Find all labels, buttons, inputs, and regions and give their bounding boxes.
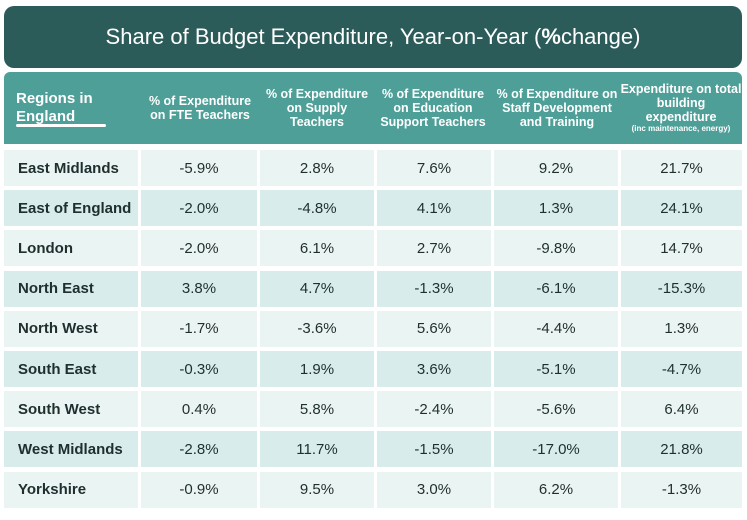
value-cell-c5: 21.7% bbox=[621, 150, 742, 186]
region-cell: North East bbox=[4, 270, 138, 307]
region-cell: Yorkshire bbox=[4, 471, 138, 508]
region-cell: South East bbox=[4, 351, 138, 387]
header-col5-label: Expenditure on total building expenditur… bbox=[620, 82, 742, 124]
table-row: West Midlands -2.8% 11.7% -1.5% -17.0% 21.8% bbox=[4, 431, 742, 468]
value-cell-c3: 3.6% bbox=[377, 351, 491, 387]
value-cell-c4: 1.3% bbox=[494, 190, 618, 227]
header-region: Regions in England bbox=[4, 72, 150, 144]
value-cell-c5: -15.3% bbox=[621, 270, 742, 307]
table-row: South East -0.3% 1.9% 3.6% -5.1% -4.7% bbox=[4, 351, 742, 387]
table-row: South West 0.4% 5.8% -2.4% -5.6% 6.4% bbox=[4, 391, 742, 428]
value-cell-c5: 6.4% bbox=[621, 391, 742, 428]
table-row: Yorkshire -0.9% 9.5% 3.0% 6.2% -1.3% bbox=[4, 471, 742, 508]
value-cell-c1: -0.9% bbox=[141, 471, 257, 508]
value-cell-c2: 6.1% bbox=[260, 230, 374, 267]
header-col1: % of Expenditure on FTE Teachers bbox=[148, 94, 252, 122]
region-cell: West Midlands bbox=[4, 431, 138, 468]
region-cell: London bbox=[4, 230, 138, 267]
header-col5-note: (inc maintenance, energy) bbox=[631, 124, 731, 133]
value-cell-c2: -4.8% bbox=[260, 190, 374, 227]
header-col4: % of Expenditure on Staff Development an… bbox=[496, 87, 618, 129]
value-cell-c5: 21.8% bbox=[621, 431, 742, 468]
value-cell-c1: -2.0% bbox=[141, 190, 257, 227]
value-cell-c1: -2.8% bbox=[141, 431, 257, 468]
header-col2: % of Expenditure on Supply Teachers bbox=[265, 87, 369, 129]
region-cell: North West bbox=[4, 310, 138, 347]
value-cell-c4: -6.1% bbox=[494, 270, 618, 307]
table-row: North East 3.8% 4.7% -1.3% -6.1% -15.3% bbox=[4, 270, 742, 307]
value-cell-c4: 6.2% bbox=[494, 471, 618, 508]
value-cell-c5: -4.7% bbox=[621, 351, 742, 387]
title-prefix: Share of Budget Expenditure, Year-on-Yea… bbox=[105, 24, 542, 49]
region-cell: East Midlands bbox=[4, 150, 138, 186]
value-cell-c3: 4.1% bbox=[377, 190, 491, 227]
value-cell-c2: 5.8% bbox=[260, 391, 374, 428]
value-cell-c2: 4.7% bbox=[260, 270, 374, 307]
value-cell-c2: 9.5% bbox=[260, 471, 374, 508]
value-cell-c4: -5.6% bbox=[494, 391, 618, 428]
value-cell-c5: 14.7% bbox=[621, 230, 742, 267]
value-cell-c1: 3.8% bbox=[141, 270, 257, 307]
value-cell-c4: 9.2% bbox=[494, 150, 618, 186]
value-cell-c3: -1.3% bbox=[377, 270, 491, 307]
value-cell-c3: 7.6% bbox=[377, 150, 491, 186]
value-cell-c1: -1.7% bbox=[141, 310, 257, 347]
value-cell-c3: 2.7% bbox=[377, 230, 491, 267]
value-cell-c2: 2.8% bbox=[260, 150, 374, 186]
value-cell-c4: -4.4% bbox=[494, 310, 618, 347]
value-cell-c1: 0.4% bbox=[141, 391, 257, 428]
value-cell-c3: -2.4% bbox=[377, 391, 491, 428]
region-cell: South West bbox=[4, 391, 138, 428]
value-cell-c3: 3.0% bbox=[377, 471, 491, 508]
value-cell-c3: 5.6% bbox=[377, 310, 491, 347]
table-row: London -2.0% 6.1% 2.7% -9.8% 14.7% bbox=[4, 230, 742, 267]
header-col5: Expenditure on total building expenditur… bbox=[620, 72, 742, 144]
value-cell-c1: -2.0% bbox=[141, 230, 257, 267]
header-region-label: Regions in England bbox=[16, 89, 93, 125]
table-row: East Midlands -5.9% 2.8% 7.6% 9.2% 21.7% bbox=[4, 150, 742, 186]
value-cell-c5: -1.3% bbox=[621, 471, 742, 508]
value-cell-c1: -0.3% bbox=[141, 351, 257, 387]
title-suffix: change) bbox=[560, 24, 641, 49]
header-col3: % of Expenditure on Education Support Te… bbox=[380, 87, 486, 129]
table-row: East of England -2.0% -4.8% 4.1% 1.3% 24.1% bbox=[4, 190, 742, 227]
value-cell-c4: -17.0% bbox=[494, 431, 618, 468]
value-cell-c5: 24.1% bbox=[621, 190, 742, 227]
value-cell-c5: 1.3% bbox=[621, 310, 742, 347]
value-cell-c1: -5.9% bbox=[141, 150, 257, 186]
value-cell-c2: 1.9% bbox=[260, 351, 374, 387]
value-cell-c2: -3.6% bbox=[260, 310, 374, 347]
table-title: Share of Budget Expenditure, Year-on-Yea… bbox=[4, 6, 742, 68]
header-underline bbox=[16, 123, 106, 127]
table-header: Regions in England % of Expenditure on F… bbox=[4, 72, 742, 144]
title-bold: % bbox=[541, 24, 561, 49]
value-cell-c3: -1.5% bbox=[377, 431, 491, 468]
value-cell-c4: -5.1% bbox=[494, 351, 618, 387]
value-cell-c4: -9.8% bbox=[494, 230, 618, 267]
region-cell: East of England bbox=[4, 190, 138, 227]
value-cell-c2: 11.7% bbox=[260, 431, 374, 468]
table-row: North West -1.7% -3.6% 5.6% -4.4% 1.3% bbox=[4, 310, 742, 347]
